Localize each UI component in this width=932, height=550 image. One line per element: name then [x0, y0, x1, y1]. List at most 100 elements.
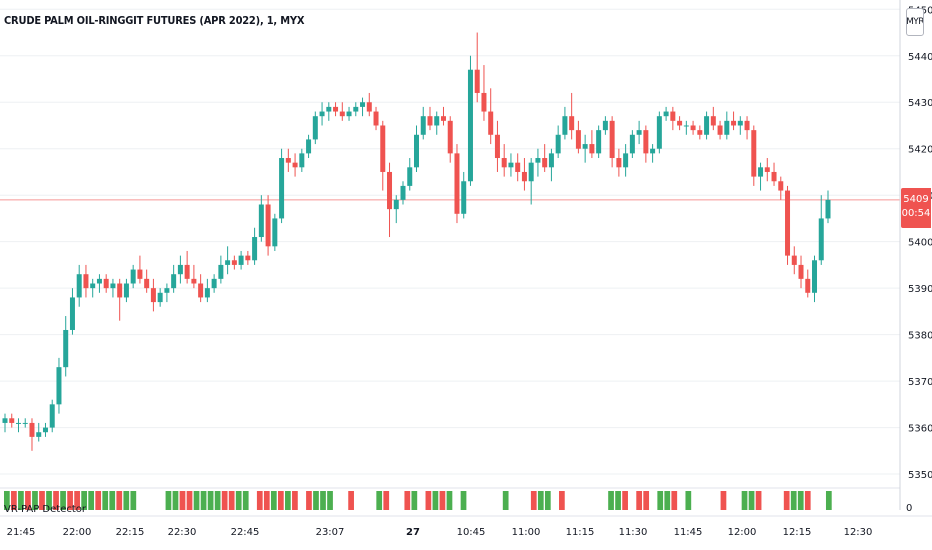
candle — [130, 264, 136, 289]
candle — [508, 153, 514, 177]
indicator-bar — [235, 491, 242, 510]
candle — [110, 278, 116, 298]
candle-body — [366, 102, 372, 112]
candle-body — [643, 130, 649, 154]
candle-body — [400, 185, 406, 200]
candle — [69, 288, 75, 335]
candle-body — [272, 218, 278, 247]
candle-body — [63, 329, 69, 368]
candle — [150, 278, 156, 312]
candle — [339, 102, 345, 121]
candle-body — [407, 167, 413, 186]
price-tick-label: 5420 — [908, 145, 932, 156]
candle-body — [494, 134, 500, 159]
indicator-bar — [685, 491, 692, 510]
candle-body — [218, 264, 224, 279]
candle-body — [501, 158, 507, 168]
time-axis[interactable]: 21:45 22:00 22:15 22:30 22:45 23:07 27 10:45 11:… — [0, 515, 932, 538]
candle-body — [90, 283, 96, 289]
candle — [272, 213, 278, 251]
indicator-bar — [783, 491, 790, 510]
candle-body — [150, 288, 156, 303]
candle-body — [238, 255, 244, 265]
candle-body — [49, 404, 55, 428]
time-tick-label: 21:45 — [7, 527, 36, 538]
candle — [758, 162, 764, 191]
candle — [589, 130, 595, 159]
time-tick-label: 11:15 — [566, 527, 595, 538]
candle — [663, 106, 669, 121]
candle — [731, 111, 737, 131]
candle-body — [42, 427, 48, 433]
candle-body — [69, 297, 75, 330]
indicator-bar — [277, 491, 284, 510]
candle-body — [717, 125, 723, 135]
candle-body — [440, 116, 446, 121]
candle-body — [306, 139, 312, 154]
indicator-bar — [214, 491, 221, 510]
indicator-bar — [306, 491, 312, 510]
indicator-bar — [313, 491, 319, 510]
candle — [312, 111, 318, 145]
time-tick-label: 12:00 — [728, 527, 757, 538]
candle-body — [137, 269, 143, 279]
candle — [144, 269, 150, 293]
indicator-bar — [221, 491, 228, 510]
candle-body — [29, 422, 35, 437]
candle-body — [319, 111, 325, 117]
indicator-pane — [0, 487, 900, 510]
indicator-bar — [741, 491, 748, 510]
candle — [279, 148, 285, 224]
candle — [670, 106, 676, 131]
candle — [812, 255, 818, 303]
candle — [690, 120, 696, 135]
indicator-bar — [193, 491, 200, 510]
candle — [157, 288, 163, 307]
candle — [15, 418, 21, 433]
candle-body — [481, 92, 487, 112]
candle-body — [387, 171, 393, 210]
candle-body — [636, 130, 642, 135]
candle-body — [123, 283, 129, 298]
candle — [629, 130, 635, 159]
indicator-bar — [502, 491, 509, 510]
indicator-bar — [18, 491, 24, 510]
candle — [643, 125, 649, 163]
candle — [434, 111, 440, 135]
indicator-bar — [320, 491, 326, 510]
candle — [420, 106, 426, 140]
candle-body — [663, 111, 669, 117]
candle — [380, 120, 386, 191]
currency-button[interactable]: MYR — [906, 8, 924, 36]
candle — [609, 116, 615, 168]
indicator-bar — [432, 491, 439, 510]
indicator-bar — [270, 491, 277, 510]
candle — [825, 190, 831, 224]
candle — [177, 255, 183, 284]
candle-body — [110, 283, 116, 289]
time-tick-label: 22:00 — [63, 527, 92, 538]
candle-body — [15, 422, 21, 424]
candle — [42, 422, 48, 437]
indicator-bar — [439, 491, 446, 510]
indicator-bar — [755, 491, 762, 510]
candle — [211, 274, 217, 293]
candle — [2, 413, 8, 433]
candle — [704, 111, 710, 140]
chart-title: CRUDE PALM OIL-RINGGIT FUTURES (APR 2022… — [4, 14, 305, 27]
candle — [542, 144, 548, 172]
candle — [319, 102, 325, 126]
time-tick-label: 22:30 — [168, 527, 197, 538]
candle — [481, 65, 487, 121]
candle — [184, 250, 190, 284]
candle — [515, 153, 521, 182]
candle-body — [353, 106, 359, 112]
chart-grid — [0, 8, 900, 475]
indicator-bar — [327, 491, 333, 510]
price-axis[interactable]: 5350536053705380539054005410542054305440… — [899, 0, 932, 514]
candle — [353, 102, 359, 117]
candle-body — [582, 144, 588, 149]
candle-body — [346, 111, 352, 117]
candle-body — [454, 153, 460, 214]
